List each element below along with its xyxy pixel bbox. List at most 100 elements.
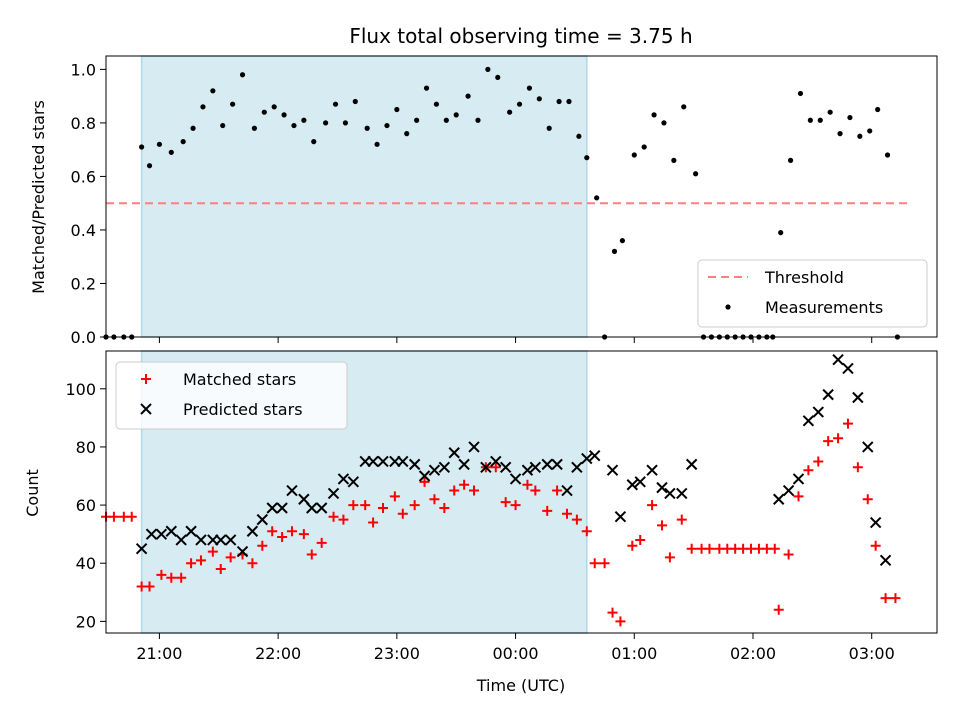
matched-point-28: [378, 502, 388, 513]
bottom-legend-box: [115, 361, 348, 430]
measurement-point-46: [566, 98, 572, 105]
matched-point-22: [316, 537, 327, 548]
matched-point-12: [215, 564, 226, 575]
predicted-point-64: [862, 441, 874, 453]
predicted-point-30: [438, 461, 451, 473]
measurement-point-5: [146, 163, 153, 169]
matched-point-7: [166, 572, 177, 583]
matched-point-1: [108, 511, 119, 522]
measurement-point-8: [180, 139, 186, 145]
top-legend: Threshold Measurements: [697, 259, 928, 328]
matched-point-11: [207, 546, 218, 557]
predicted-point-6: [195, 534, 207, 546]
predicted-point-57: [792, 473, 805, 485]
measurement-point-40: [507, 109, 513, 115]
matched-point-58: [676, 514, 687, 525]
predicted-point-50: [646, 464, 658, 476]
measurement-point-72: [797, 90, 804, 97]
matched-point-73: [803, 465, 814, 476]
measurement-point-38: [485, 66, 491, 72]
matched-point-31: [409, 500, 420, 511]
measurement-point-10: [200, 104, 206, 110]
predicted-point-21: [347, 476, 360, 488]
bottom-x-ticks: 21:00 22:00 23:00 00:00 01:00 02:00 03:00: [136, 633, 895, 663]
matched-point-48: [581, 526, 592, 537]
measurement-point-58: [681, 104, 687, 110]
measurement-point-31: [414, 117, 420, 123]
legend-threshold-label: Threshold: [764, 268, 844, 287]
matched-point-29: [389, 491, 400, 502]
predicted-point-44: [581, 452, 593, 465]
matched-point-19: [286, 526, 297, 537]
matched-point-55: [647, 500, 658, 511]
matched-point-59: [686, 543, 697, 554]
matched-point-13: [225, 552, 236, 563]
matched-point-61: [704, 543, 715, 554]
predicted-point-51: [656, 481, 668, 494]
predicted-point-10: [236, 545, 249, 558]
predicted-point-8: [215, 534, 227, 546]
measurement-point-15: [251, 125, 257, 131]
measurement-point-47: [576, 133, 582, 139]
matched-point-49: [589, 558, 600, 569]
measurement-point-57: [671, 157, 677, 163]
bottom-xtick-label-5: 02:00: [730, 644, 776, 663]
matched-point-9: [186, 558, 197, 569]
measurement-point-23: [332, 101, 339, 107]
measurement-point-52: [619, 238, 626, 244]
bottom-ytick-label-0: 20: [76, 612, 96, 631]
matched-point-16: [257, 540, 268, 551]
predicted-point-28: [418, 470, 431, 482]
matched-point-40: [500, 497, 511, 508]
top-y-axis-label: Matched/Predicted stars: [29, 100, 48, 294]
matched-point-39: [490, 462, 501, 473]
matched-point-70: [773, 604, 784, 615]
measurement-point-39: [495, 74, 501, 81]
bottom-xtick-label-1: 22:00: [255, 644, 301, 663]
measurement-point-27: [374, 141, 380, 147]
matched-point-37: [469, 485, 480, 496]
measurement-point-28: [384, 122, 390, 129]
predicted-point-20: [337, 473, 350, 485]
matched-point-10: [195, 555, 206, 566]
predicted-point-65: [869, 516, 882, 529]
measurement-point-34: [443, 117, 449, 123]
predicted-point-43: [571, 461, 583, 473]
predicted-point-45: [588, 449, 601, 462]
measurement-point-21: [311, 139, 317, 145]
measurement-point-25: [352, 98, 358, 105]
bottom-legend: Matched stars Predicted stars: [115, 361, 348, 430]
predicted-point-27: [408, 458, 421, 471]
measurement-point-76: [837, 131, 843, 137]
chart-title: Flux total observing time = 3.75 h: [349, 24, 692, 48]
legend-predicted-swatch: [140, 403, 152, 415]
measurement-point-19: [291, 122, 297, 129]
measurement-point-75: [827, 109, 833, 115]
matched-point-3: [126, 511, 137, 522]
predicted-point-32: [458, 458, 470, 471]
bottom-ytick-label-3: 80: [76, 438, 96, 457]
predicted-point-34: [480, 461, 492, 473]
matched-point-6: [156, 569, 167, 580]
top-legend-box: [697, 259, 928, 328]
predicted-point-26: [397, 455, 409, 468]
predicted-point-24: [377, 455, 389, 468]
bottom-ytick-label-4: 100: [65, 380, 96, 399]
bottom-ytick-label-1: 40: [76, 554, 96, 573]
bottom-panel: 20 40 60 80 100 21:00 22:00 23:00 00:00 01:00 02:…: [23, 350, 938, 695]
predicted-point-4: [175, 534, 187, 546]
matched-point-36: [459, 479, 470, 490]
measurement-point-74: [817, 117, 823, 123]
top-panel-frame: [105, 55, 938, 338]
predicted-point-53: [676, 487, 688, 500]
bottom-xtick-label-2: 23:00: [374, 644, 420, 663]
matched-point-17: [267, 526, 278, 537]
predicted-point-14: [276, 502, 288, 514]
predicted-point-13: [266, 502, 278, 514]
measurement-point-81: [884, 152, 891, 158]
measurement-point-18: [281, 112, 287, 118]
predicted-point-3: [165, 525, 178, 537]
top-y-ticks: 0.0 0.2 0.4 0.6 0.8 1.0: [71, 60, 106, 347]
legend-measurements-swatch: [725, 304, 731, 310]
